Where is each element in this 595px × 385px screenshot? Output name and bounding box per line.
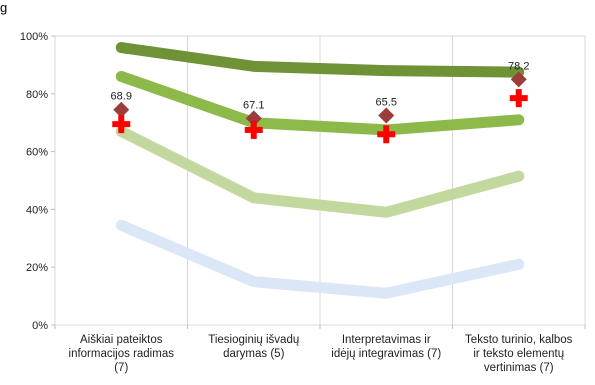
x-category-label: (7) <box>114 362 128 374</box>
data-label: 65.5 <box>376 96 397 108</box>
data-label: 68.9 <box>111 91 132 103</box>
x-category-label: Teksto turinio, kalbos <box>465 334 573 346</box>
x-category-label: darymas (5) <box>223 348 285 360</box>
cross-marker <box>118 115 124 133</box>
cross-marker <box>251 121 257 139</box>
diamond-marker <box>378 107 394 123</box>
y-tick-label: 0% <box>32 320 48 332</box>
y-tick-label: 60% <box>26 147 48 159</box>
cross-marker <box>383 125 389 143</box>
x-category-label: ir teksto elementų <box>473 348 564 360</box>
x-category-label: idėjų integravimas (7) <box>331 348 441 360</box>
x-category-label: Interpretavimas ir <box>342 334 431 346</box>
x-category-label: Aiškiai pateiktos <box>80 334 163 346</box>
y-tick-label: 20% <box>26 262 48 274</box>
y-tick-label: 40% <box>26 204 48 216</box>
x-category-label: Tiesioginių išvadų <box>208 334 299 346</box>
data-label: 67.1 <box>243 99 264 111</box>
cross-marker <box>516 89 522 107</box>
y-tick-label: 100% <box>20 31 48 43</box>
y-tick-label: 80% <box>26 89 48 101</box>
x-category-label: vertinimas (7) <box>484 362 554 374</box>
x-category-label: informacijos radimas <box>69 348 175 360</box>
data-label: 78.2 <box>508 60 529 72</box>
